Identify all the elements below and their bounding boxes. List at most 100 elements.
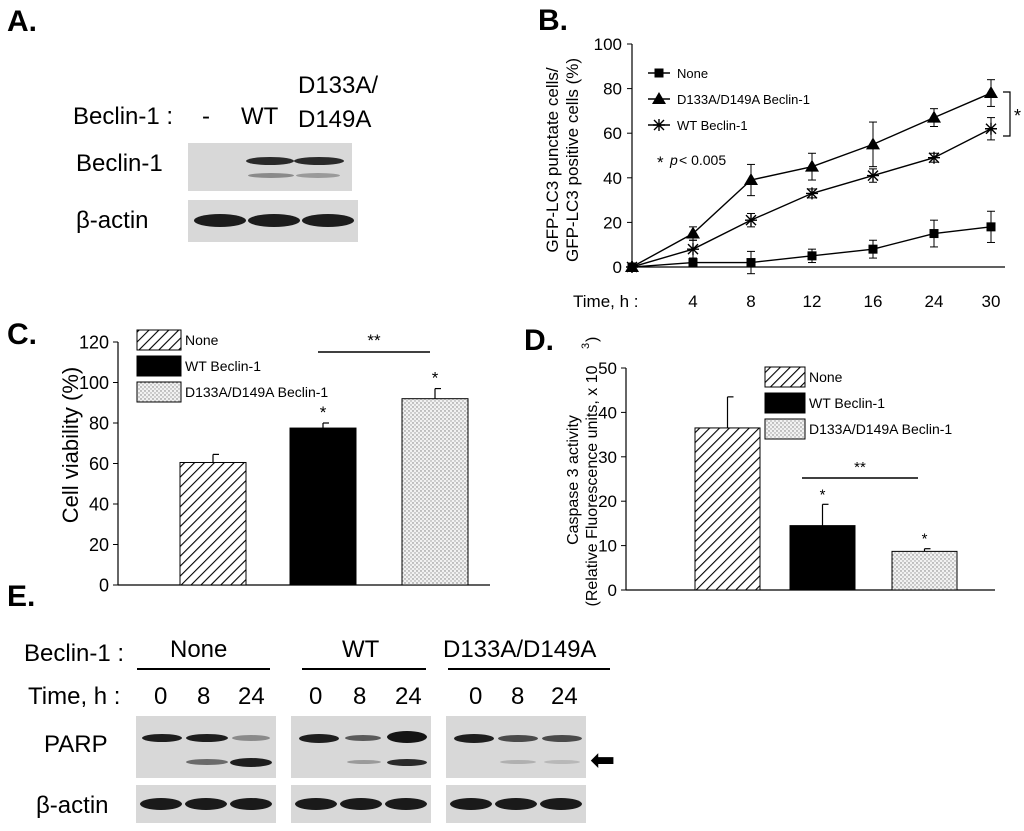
legend-swatch bbox=[136, 355, 182, 377]
group-line-wt bbox=[302, 668, 426, 670]
data-point bbox=[806, 187, 818, 200]
legend-label: D133A/D149A Beclin-1 bbox=[185, 384, 328, 400]
band bbox=[296, 173, 340, 178]
y-tick-label: 40 bbox=[598, 403, 617, 422]
significance-star: * bbox=[432, 369, 439, 388]
panel-e-blot-label-actin: β-actin bbox=[36, 792, 109, 819]
y-tick-label: 20 bbox=[89, 535, 109, 555]
x-tick-label: 12 bbox=[803, 292, 822, 311]
panel-b-annotation-star: * bbox=[657, 153, 664, 172]
time-mut-0: 0 bbox=[469, 683, 483, 710]
band bbox=[186, 759, 228, 765]
panel-b-bracket bbox=[1003, 91, 1011, 137]
band bbox=[299, 734, 339, 743]
data-point bbox=[985, 122, 997, 135]
band bbox=[248, 173, 294, 178]
legend-swatch bbox=[136, 381, 182, 403]
panel-d-chart: D. Caspase 3 activity (Relative Fluoresc… bbox=[524, 324, 995, 607]
time-none-0: 0 bbox=[154, 683, 168, 710]
y-tick-label: 40 bbox=[89, 494, 109, 514]
x-tick-label: 30 bbox=[982, 292, 1001, 311]
y-tick-label: 120 bbox=[79, 332, 109, 352]
panel-b-ylabel-1: GFP-LC3 punctate cells/ bbox=[543, 67, 562, 252]
legend-label: None bbox=[185, 332, 219, 348]
legend-marker bbox=[654, 68, 664, 78]
time-wt-0: 0 bbox=[309, 683, 323, 710]
panel-d-ylabel-sup: 3 bbox=[580, 343, 592, 349]
band bbox=[295, 798, 337, 810]
data-point bbox=[986, 222, 996, 232]
y-tick-label: 20 bbox=[598, 492, 617, 511]
band bbox=[230, 798, 272, 810]
time-wt-24: 24 bbox=[395, 683, 422, 710]
band bbox=[450, 798, 492, 810]
x-tick-label: 24 bbox=[925, 292, 944, 311]
panel-c-chart: C. Cell viability (%) 020406080100120***… bbox=[7, 318, 490, 595]
data-point bbox=[929, 229, 939, 239]
band bbox=[495, 798, 537, 810]
band bbox=[246, 157, 294, 165]
data-point bbox=[805, 159, 819, 172]
band bbox=[345, 735, 381, 741]
bar bbox=[789, 525, 856, 591]
panel-e-group-none: None bbox=[170, 636, 228, 663]
band bbox=[142, 734, 182, 742]
time-mut-8: 8 bbox=[511, 683, 525, 710]
data-point bbox=[868, 244, 878, 254]
panel-b-bracket-star: * bbox=[1014, 106, 1021, 126]
group-line-none bbox=[137, 668, 270, 670]
band bbox=[387, 759, 427, 766]
y-tick-label: 80 bbox=[89, 413, 109, 433]
panel-b-ylabel-2: GFP-LC3 positive cells (%) bbox=[563, 58, 582, 262]
data-point bbox=[867, 169, 879, 182]
band bbox=[544, 760, 580, 764]
band bbox=[294, 157, 344, 165]
legend-swatch bbox=[764, 392, 806, 414]
bar bbox=[179, 461, 247, 586]
legend-swatch bbox=[764, 418, 806, 440]
time-none-8: 8 bbox=[197, 683, 211, 710]
time-wt-8: 8 bbox=[353, 683, 367, 710]
panel-e-label: E. bbox=[7, 580, 36, 613]
legend-marker bbox=[652, 92, 666, 104]
legend-swatch bbox=[136, 329, 182, 351]
data-point bbox=[745, 214, 757, 227]
bar bbox=[891, 550, 958, 591]
y-tick-label: 60 bbox=[89, 454, 109, 474]
data-point bbox=[807, 251, 817, 261]
panel-e-beclin-title: Beclin-1 : bbox=[24, 640, 125, 667]
panel-a-lane-mut-2: D149A bbox=[298, 106, 372, 133]
y-tick-label: 10 bbox=[598, 537, 617, 556]
time-none-24: 24 bbox=[238, 683, 265, 710]
band bbox=[385, 798, 427, 810]
x-tick-label: 16 bbox=[864, 292, 883, 311]
legend-label: WT Beclin-1 bbox=[677, 118, 748, 133]
band bbox=[232, 735, 270, 741]
actin-blot-wt bbox=[291, 785, 431, 823]
time-mut-24: 24 bbox=[551, 683, 578, 710]
panel-d-ylabel-end: ) bbox=[584, 337, 601, 342]
y-tick-label: 0 bbox=[608, 581, 617, 600]
data-point bbox=[744, 173, 758, 186]
band bbox=[230, 758, 272, 767]
y-tick-label: 50 bbox=[598, 359, 617, 378]
band bbox=[185, 798, 227, 810]
panel-d-label: D. bbox=[524, 324, 554, 357]
significance-star: * bbox=[320, 403, 327, 422]
y-tick-label: 0 bbox=[613, 258, 622, 277]
legend-label: D133A/D149A Beclin-1 bbox=[809, 421, 952, 437]
bar bbox=[289, 427, 357, 586]
y-tick-label: 30 bbox=[598, 448, 617, 467]
panel-b-x-title: Time, h : bbox=[573, 292, 639, 311]
panel-e-group-wt: WT bbox=[342, 636, 380, 663]
panel-a-beclin-blot bbox=[188, 143, 352, 191]
panel-a-row-title: Beclin-1 : bbox=[73, 103, 174, 130]
group-line-mut bbox=[448, 668, 610, 670]
significance-label: ** bbox=[367, 331, 381, 350]
panel-a-lane-none: - bbox=[202, 103, 210, 130]
panel-b-chart: B. GFP-LC3 punctate cells/ GFP-LC3 posit… bbox=[538, 4, 1021, 311]
band bbox=[347, 760, 381, 764]
y-tick-label: 80 bbox=[603, 80, 622, 99]
data-point bbox=[688, 258, 698, 268]
legend-label: None bbox=[677, 66, 708, 81]
